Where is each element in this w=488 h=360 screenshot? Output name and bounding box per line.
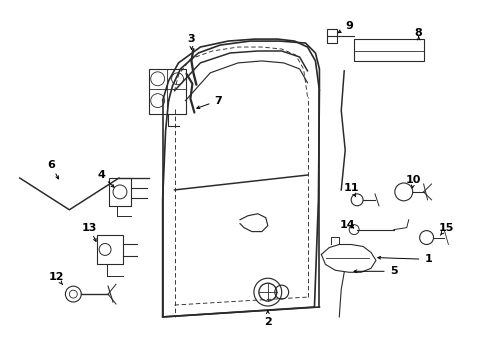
Text: 10: 10 (405, 175, 421, 185)
Text: 2: 2 (264, 317, 271, 327)
Text: 8: 8 (414, 28, 422, 38)
Text: 14: 14 (339, 220, 354, 230)
Bar (109, 178, 131, 206)
Text: 12: 12 (49, 272, 64, 282)
Bar (148, 69, 186, 113)
Text: 9: 9 (345, 21, 352, 31)
Text: 4: 4 (97, 170, 105, 180)
Bar (97, 235, 122, 264)
Text: 13: 13 (81, 222, 97, 233)
Text: 3: 3 (187, 34, 195, 44)
Bar (353, 39, 423, 61)
Text: 5: 5 (389, 266, 397, 276)
Text: 11: 11 (343, 183, 358, 193)
Text: 6: 6 (47, 160, 55, 170)
Text: 15: 15 (438, 222, 453, 233)
Bar (326, 29, 337, 43)
Text: 1: 1 (424, 255, 431, 264)
Text: 7: 7 (214, 96, 222, 105)
